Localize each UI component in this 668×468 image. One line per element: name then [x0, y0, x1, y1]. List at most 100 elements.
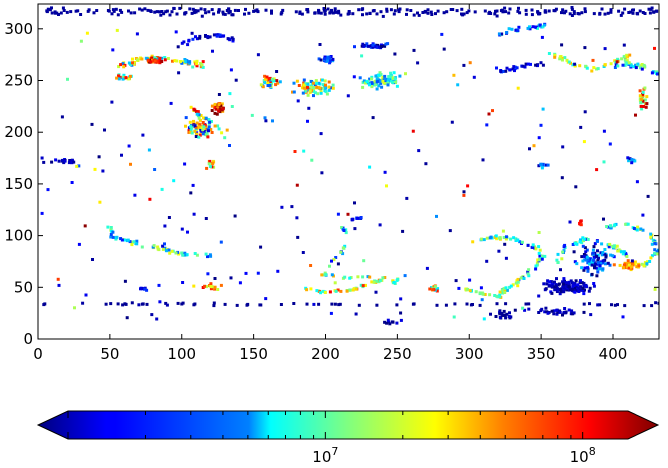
heatmap-cell: [120, 238, 124, 242]
heatmap-cell: [146, 8, 150, 12]
heatmap-cell: [65, 10, 69, 14]
heatmap-cell: [616, 249, 620, 253]
heatmap-cell: [135, 32, 139, 36]
heatmap-cell: [636, 225, 640, 229]
heatmap-cell: [292, 81, 296, 85]
heatmap-cell: [57, 159, 61, 163]
heatmap-cell: [323, 12, 327, 16]
heatmap-cell: [648, 260, 652, 263]
heatmap-cell: [50, 160, 54, 164]
heatmap-cell: [370, 85, 374, 89]
heatmap-cell: [189, 105, 193, 109]
heatmap-cell: [184, 253, 188, 257]
heatmap-cell: [599, 251, 603, 255]
heatmap-cell: [466, 287, 470, 291]
heatmap-cell: [153, 59, 157, 63]
plot-frame: [37, 3, 660, 340]
heatmap-cell: [538, 254, 542, 258]
x-tick-label: 50: [100, 345, 119, 363]
heatmap-cell: [201, 65, 205, 69]
heatmap-cell: [627, 61, 631, 65]
heatmap-cell: [309, 87, 313, 91]
heatmap-cell: [391, 320, 395, 324]
heatmap-cell: [109, 226, 113, 229]
heatmap-cell: [370, 77, 373, 81]
heatmap-cell: [291, 90, 294, 94]
heatmap-cell: [623, 263, 627, 267]
heatmap-cell: [95, 9, 99, 12]
heatmap-cell: [560, 11, 563, 15]
heatmap-cell: [373, 79, 377, 83]
heatmap-cell: [314, 79, 318, 83]
heatmap-cell: [334, 256, 338, 259]
heatmap-cell: [217, 93, 221, 96]
heatmap-cell: [571, 243, 575, 246]
heatmap-cell: [332, 258, 336, 262]
heatmap-cell: [501, 229, 505, 233]
heatmap-cell: [507, 27, 511, 31]
heatmap-cell: [315, 85, 318, 89]
heatmap-cell: [594, 266, 598, 270]
heatmap-cell: [537, 294, 541, 298]
heatmap-cell: [485, 259, 489, 263]
heatmap-cell: [582, 268, 586, 272]
heatmap-cell: [549, 280, 553, 284]
heatmap-cell: [304, 82, 308, 86]
heatmap-cell: [526, 62, 530, 66]
heatmap-cell: [579, 125, 583, 129]
heatmap-cell: [208, 159, 212, 163]
heatmap-cell: [512, 65, 516, 69]
heatmap-cell: [514, 28, 518, 32]
heatmap-cell: [338, 302, 342, 306]
heatmap-cell: [509, 284, 513, 288]
heatmap-cell: [601, 259, 605, 263]
heatmap-cell: [124, 76, 128, 80]
heatmap-cell: [582, 253, 586, 256]
heatmap-cell: [319, 11, 323, 15]
heatmap-cell: [556, 310, 560, 314]
y-tick-label: 300: [4, 20, 33, 38]
heatmap-cell: [599, 261, 603, 265]
heatmap-cell: [592, 66, 596, 70]
heatmap-cell: [613, 303, 617, 307]
heatmap-cell: [233, 8, 237, 12]
heatmap-cell: [372, 81, 376, 85]
heatmap-cell: [604, 262, 607, 266]
heatmap-cell: [193, 60, 197, 64]
heatmap-cell: [158, 59, 162, 63]
heatmap-cell: [395, 84, 399, 88]
heatmap-cell: [155, 317, 159, 321]
heatmap-cell: [117, 77, 121, 81]
heatmap-cell: [497, 32, 501, 36]
heatmap-cell: [264, 297, 268, 301]
heatmap-cell: [139, 287, 142, 291]
heatmap-cell: [369, 44, 373, 48]
heatmap-cell: [340, 226, 344, 229]
heatmap-cell: [587, 289, 591, 293]
heatmap-cell: [357, 303, 361, 307]
heatmap-cell: [141, 133, 145, 137]
heatmap-cell: [204, 133, 208, 137]
heatmap-cell: [483, 293, 487, 296]
heatmap-cell: [127, 9, 130, 13]
heatmap-cell: [116, 13, 120, 17]
heatmap-cell: [582, 140, 586, 144]
heatmap-cell: [639, 227, 643, 231]
heatmap-cell: [606, 261, 610, 265]
heatmap-cell: [592, 256, 596, 260]
heatmap-cell: [452, 315, 456, 319]
heatmap-cell: [238, 281, 242, 285]
heatmap-cell: [350, 218, 354, 222]
heatmap-cell: [259, 245, 263, 249]
heatmap-cell: [381, 276, 385, 280]
heatmap-cell: [325, 92, 329, 96]
heatmap-cell: [270, 9, 273, 13]
heatmap-cell: [631, 11, 635, 15]
heatmap-cell: [524, 302, 528, 306]
heatmap-cell: [639, 101, 643, 105]
heatmap-cell: [298, 10, 302, 14]
heatmap-cell: [495, 294, 499, 298]
heatmap-cell: [193, 252, 197, 255]
heatmap-cell: [633, 262, 637, 266]
heatmap-cell: [507, 11, 511, 15]
